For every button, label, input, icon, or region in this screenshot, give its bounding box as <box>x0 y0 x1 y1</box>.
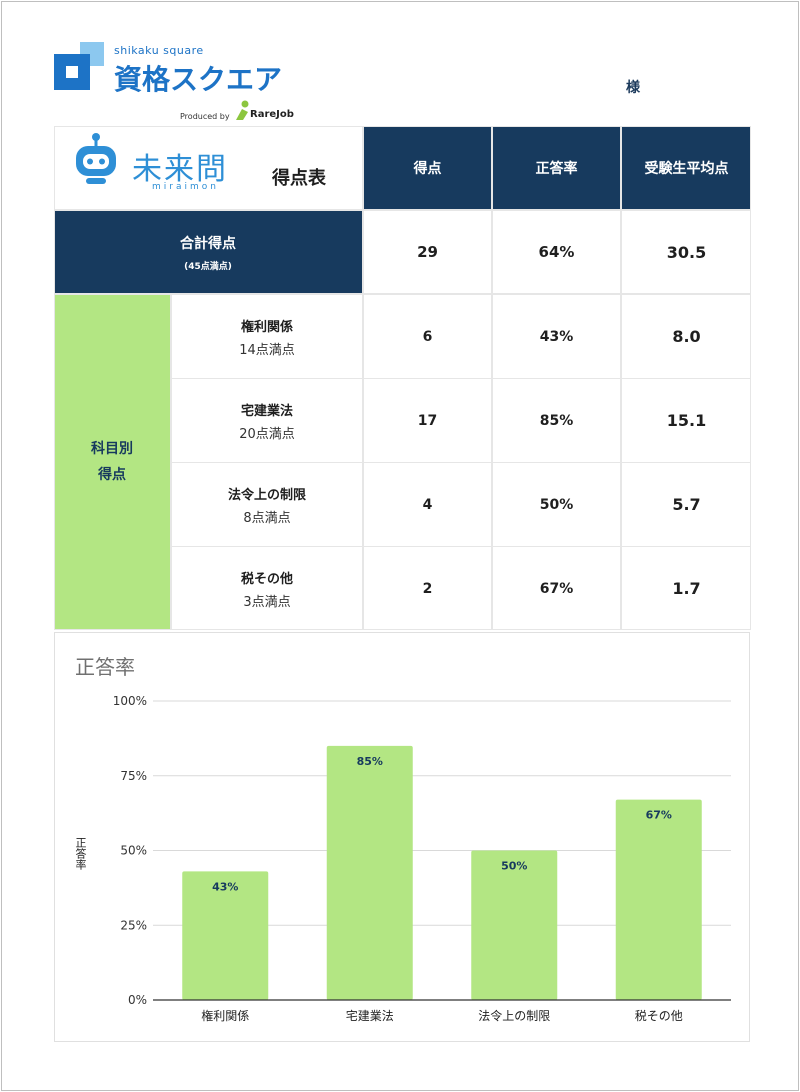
y-tick-label: 50% <box>120 844 147 858</box>
subject-average: 15.1 <box>666 411 707 430</box>
y-tick-label: 75% <box>120 769 147 783</box>
subject-score: 4 <box>422 496 433 513</box>
grid-line <box>54 126 55 630</box>
subject-group-label-line2: 得点 <box>98 467 126 483</box>
subject-max: 14点満点 <box>239 342 295 358</box>
data-label: 67% <box>646 809 672 822</box>
data-label: 43% <box>212 880 238 893</box>
miraimon-logo-sub: miraimon <box>152 182 219 192</box>
grid-line <box>54 209 751 211</box>
subject-average: 1.7 <box>672 579 701 598</box>
shikaku-square-logo: shikaku square 資格スクエア Produced by RareJo… <box>54 42 314 126</box>
data-label: 50% <box>501 860 527 873</box>
grid-line <box>170 546 751 547</box>
grid-line <box>54 126 751 127</box>
bar <box>471 850 558 1000</box>
subject-score: 2 <box>422 580 433 597</box>
subject-max: 8点満点 <box>243 510 291 526</box>
rate-chart: 正答率 正答率 0% 25% 50% 75% 100% 43% 権利関係 85% 宅建業法 50%… <box>54 632 750 1042</box>
total-average: 30.5 <box>666 242 707 262</box>
chart-title: 正答率 <box>75 655 135 679</box>
grid-line <box>54 293 751 295</box>
subject-max: 20点満点 <box>239 426 295 442</box>
bar <box>326 745 413 1000</box>
brand-main: 資格スクエア <box>114 63 283 96</box>
bar <box>182 871 269 1000</box>
total-score: 29 <box>417 243 438 261</box>
col-header-average: 受験生平均点 <box>622 126 751 209</box>
total-label-cell: 合計得点 (45点満点) <box>54 211 362 293</box>
subject-rate: 50% <box>539 496 574 513</box>
produced-by: Produced by <box>180 112 230 121</box>
subject-group-label: 科目別 得点 <box>54 295 170 629</box>
miraimon-logo: 未来問 <box>132 152 228 187</box>
rarejob-icon <box>236 100 249 120</box>
subject-score: 17 <box>417 412 438 429</box>
subject-rate: 67% <box>539 580 574 597</box>
brand-sub: shikaku square <box>114 44 204 57</box>
subject-name: 権利関係 <box>240 319 293 335</box>
total-rate: 64% <box>538 243 575 261</box>
subject-row-3-name-cell: 税その他 3点満点 <box>172 547 362 630</box>
table-title: 得点表 <box>272 168 326 189</box>
subject-max: 3点満点 <box>243 594 291 610</box>
total-label: 合計得点 <box>180 235 236 252</box>
logo-square-dark <box>54 54 90 90</box>
chart-plot: 0% 25% 50% 75% 100% 43% 権利関係 85% 宅建業法 50% 法令上の制限 67… <box>113 694 731 1023</box>
col-header-rate: 正答率 <box>493 126 620 209</box>
honorific: 様 <box>626 80 640 96</box>
data-label: 85% <box>357 755 383 768</box>
col-header-score: 得点 <box>364 126 491 209</box>
subject-rate: 43% <box>539 328 574 345</box>
subject-average: 8.0 <box>672 327 701 346</box>
subject-name: 宅建業法 <box>240 403 293 419</box>
x-tick-label: 税その他 <box>635 1009 683 1023</box>
subject-score: 6 <box>422 328 433 345</box>
subject-name: 税その他 <box>240 571 293 587</box>
y-tick-label: 0% <box>128 993 147 1007</box>
y-tick-label: 100% <box>113 694 147 708</box>
subject-row-2-name-cell: 法令上の制限 8点満点 <box>172 463 362 546</box>
total-sublabel: (45点満点) <box>184 261 232 272</box>
bar <box>615 799 702 1000</box>
x-tick-label: 法令上の制限 <box>478 1008 550 1023</box>
subject-name: 法令上の制限 <box>227 487 306 503</box>
grid-line <box>54 629 751 630</box>
y-tick-label: 25% <box>120 918 147 932</box>
partner-name: RareJob <box>250 109 294 120</box>
y-axis-title: 正答率 <box>74 837 87 870</box>
subject-row-1-name-cell: 宅建業法 20点満点 <box>172 379 362 462</box>
grid-line <box>170 462 751 463</box>
score-table: 未来問 miraimon 得点表 得点 正答率 受験生平均点 合計得点 (45点… <box>54 126 751 630</box>
x-tick-label: 権利関係 <box>201 1008 249 1023</box>
subject-rate: 85% <box>539 412 574 429</box>
robot-icon <box>76 133 116 184</box>
grid-line <box>170 295 172 630</box>
grid-line <box>170 378 751 379</box>
subject-group-label-line1: 科目別 <box>91 441 133 457</box>
miraimon-header-cell: 未来問 miraimon 得点表 <box>54 126 362 210</box>
subject-average: 5.7 <box>672 495 701 514</box>
subject-row-0-name-cell: 権利関係 14点満点 <box>172 295 362 378</box>
x-tick-label: 宅建業法 <box>346 1008 394 1023</box>
